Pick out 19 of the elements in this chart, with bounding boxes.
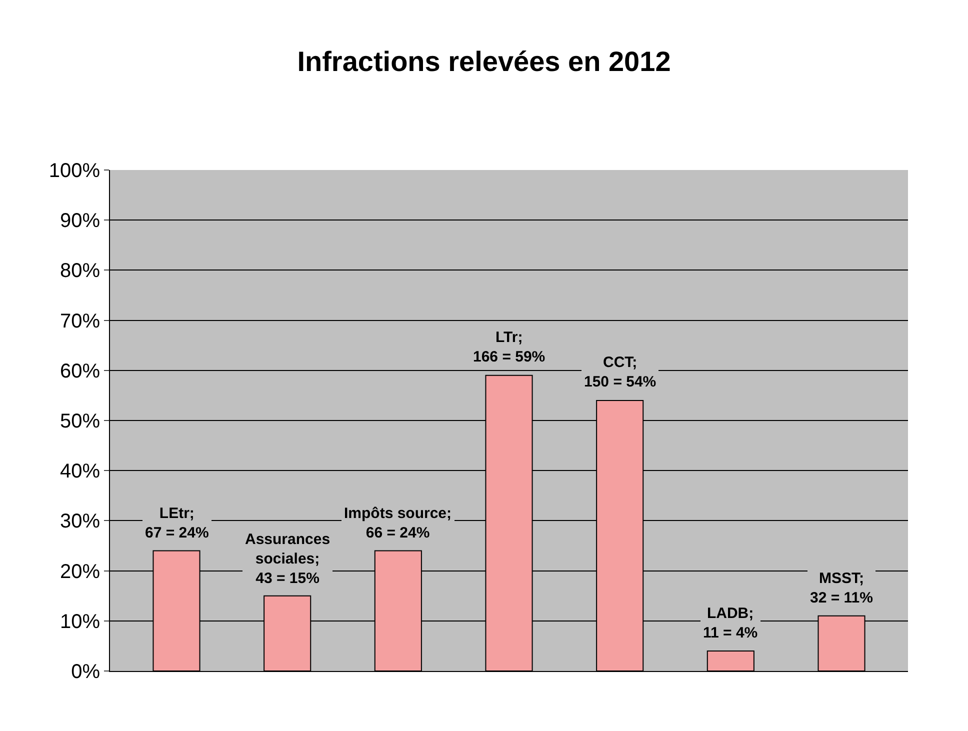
y-tick-label: 50%: [60, 410, 100, 432]
y-tick-label: 20%: [60, 560, 100, 583]
y-tick-label: 70%: [60, 310, 100, 332]
data-label: CCT; 150 = 54%: [584, 354, 656, 390]
data-label: MSST; 32 = 11%: [810, 570, 873, 606]
data-label: Impôts source; 66 = 24%: [344, 505, 452, 542]
y-tick-label: 30%: [60, 510, 100, 533]
y-tick-label: 0%: [71, 661, 100, 683]
y-tick-label: 40%: [60, 460, 100, 483]
y-tick-label: 100%: [48, 160, 100, 182]
y-tick-label: 60%: [60, 360, 100, 382]
data-label: LEtr; 67 = 24%: [145, 505, 209, 542]
y-tick-label: 10%: [60, 610, 100, 633]
data-label: Assurances sociales; 43 = 15%: [245, 531, 330, 587]
y-tick-label: 90%: [60, 210, 100, 232]
chart-title: Infractions relevées en 2012: [297, 46, 671, 77]
y-tick-label: 80%: [60, 260, 100, 282]
data-label: LTr; 166 = 59%: [473, 329, 546, 366]
data-label: LADB; 11 = 4%: [703, 605, 758, 642]
